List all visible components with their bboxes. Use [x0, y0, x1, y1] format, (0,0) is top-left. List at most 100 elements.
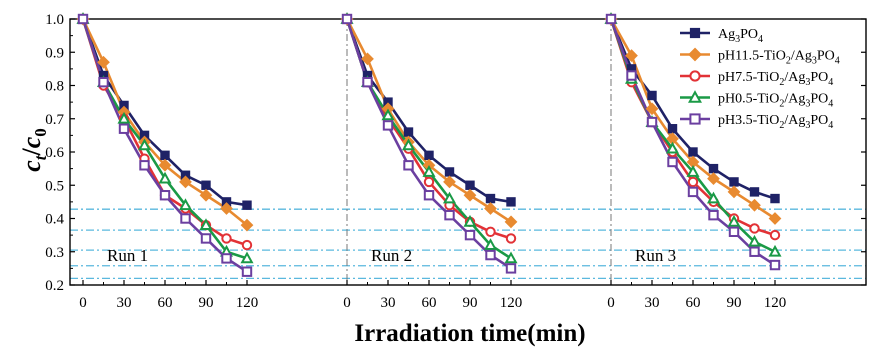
run-separators — [346, 19, 612, 285]
data-point — [504, 215, 518, 229]
data-point — [645, 102, 659, 116]
data-point — [727, 185, 741, 199]
data-point — [401, 138, 416, 151]
data-point — [422, 165, 436, 177]
data-point — [180, 213, 191, 224]
data-point — [484, 202, 497, 215]
data-point — [505, 233, 517, 244]
data-point — [667, 124, 678, 134]
y-axis-title: ct/c0 — [17, 128, 50, 172]
x-tick-label: 90 — [463, 295, 478, 311]
legend-label: pH0.5-TiO2/Ag3PO4 — [718, 92, 833, 110]
data-point — [158, 171, 172, 184]
data-point — [160, 150, 170, 161]
data-point — [242, 200, 252, 210]
data-point — [504, 251, 518, 264]
x-tick-label: 30 — [645, 295, 660, 311]
data-point — [443, 175, 456, 189]
data-point — [464, 229, 476, 241]
run-group — [604, 12, 782, 271]
legend-marker — [688, 47, 702, 62]
series-line — [81, 18, 248, 273]
y-tick-label: 0.3 — [45, 245, 64, 261]
legend-label: Ag3PO4 — [718, 27, 763, 45]
run-label: Run 1 — [107, 246, 148, 265]
data-point — [158, 158, 172, 172]
x-tick-label: 120 — [236, 295, 259, 311]
data-point — [199, 218, 213, 231]
run-label: Run 3 — [635, 246, 676, 265]
data-point — [747, 234, 762, 247]
x-tick-label: 30 — [381, 295, 396, 311]
x-tick-label: 0 — [79, 295, 87, 311]
x-axis: 0 30 60 90 120 0 30 60 90 120 0 30 60 90 120 — [79, 280, 786, 311]
y-axis: 0.2 0.3 0.4 0.5 0.6 0.7 0.8 0.9 1.0 — [45, 12, 866, 294]
data-point — [667, 156, 678, 168]
x-tick-label: 60 — [422, 295, 437, 311]
data-point — [463, 188, 477, 202]
data-point — [647, 90, 657, 101]
legend-label: pH3.5-TiO2/Ag3PO4 — [718, 113, 833, 131]
data-point — [768, 244, 782, 257]
x-tick-label: 60 — [158, 295, 173, 311]
data-point — [98, 76, 109, 88]
data-point — [77, 13, 89, 25]
data-point — [424, 150, 434, 161]
data-point — [97, 55, 110, 69]
data-point — [403, 160, 414, 171]
data-point — [506, 197, 516, 207]
data-point — [626, 70, 637, 81]
data-point — [199, 188, 213, 202]
x-tick-label: 90 — [199, 295, 214, 311]
data-point — [200, 233, 212, 244]
data-point — [625, 49, 638, 62]
x-axis-title: Irradiation time(min) — [354, 320, 585, 347]
data-point — [423, 176, 435, 188]
data-point — [485, 249, 496, 261]
data-point — [220, 202, 233, 215]
data-point — [770, 193, 780, 204]
data-point — [769, 229, 781, 241]
data-point — [708, 209, 719, 221]
data-point — [382, 120, 394, 131]
data-point — [221, 233, 232, 244]
x-tick-label: 60 — [686, 295, 701, 311]
x-tick-label: 120 — [764, 295, 787, 311]
data-point — [221, 253, 232, 264]
legend-label: pH7.5-TiO2/Ag3PO4 — [718, 70, 833, 88]
y-tick-label: 0.9 — [45, 45, 64, 61]
data-point — [485, 193, 496, 204]
run-labels: Run 1 Run 2 Run 3 — [107, 246, 676, 265]
data-point — [118, 123, 130, 134]
data-point — [707, 172, 720, 185]
data-point — [403, 127, 414, 137]
series-layer — [76, 12, 782, 277]
data-point — [444, 209, 455, 221]
data-point — [728, 226, 740, 238]
data-point — [687, 176, 699, 188]
data-point — [137, 138, 152, 151]
data-point — [687, 186, 699, 198]
y-tick-label: 1.0 — [45, 12, 64, 28]
data-point — [729, 177, 739, 187]
data-point — [465, 180, 475, 190]
data-point — [117, 111, 131, 124]
x-tick-label: 0 — [607, 295, 615, 311]
y-tick-label: 0.4 — [45, 212, 64, 228]
data-point — [727, 214, 741, 227]
data-point — [706, 191, 721, 204]
x-tick-label: 120 — [500, 295, 523, 311]
data-point — [463, 214, 477, 227]
data-point — [381, 108, 395, 121]
y-tick-label: 0.7 — [45, 112, 64, 128]
legend-marker — [688, 90, 702, 103]
legend: Ag3PO4 pH11.5-TiO2/Ag3PO4 pH7.5-TiO2/Ag3PO… — [680, 27, 840, 131]
series-line — [81, 18, 248, 247]
x-tick-label: 90 — [727, 295, 742, 311]
y-tick-label: 0.6 — [45, 145, 64, 161]
data-point — [139, 160, 150, 171]
data-point — [686, 165, 700, 177]
data-point — [159, 190, 171, 201]
series-line — [345, 18, 512, 260]
